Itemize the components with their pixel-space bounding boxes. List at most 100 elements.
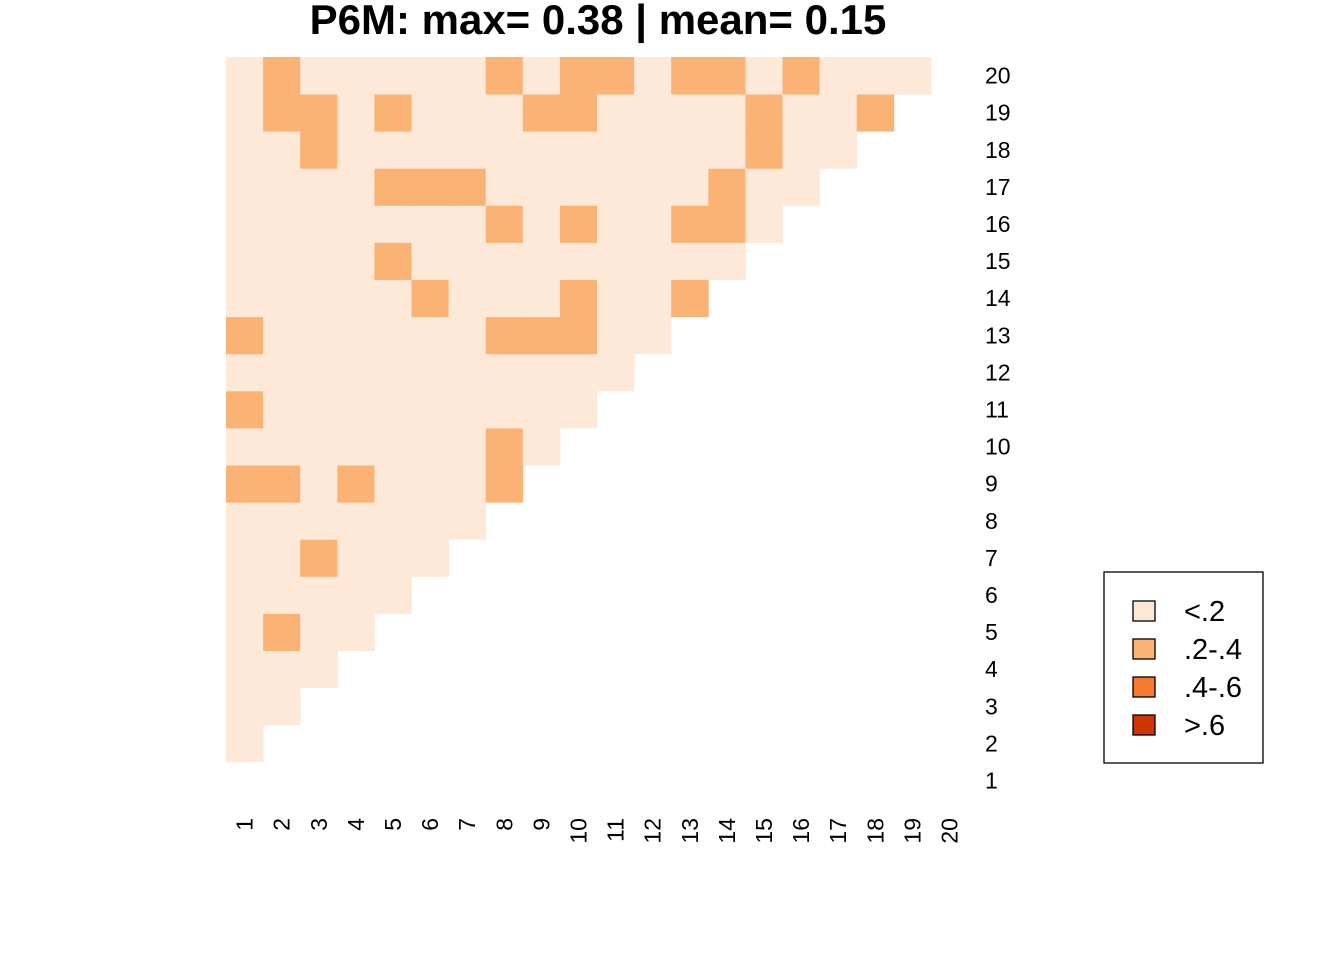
heatmap-cell-8-9 bbox=[485, 465, 524, 503]
heatmap-cell-1-20 bbox=[226, 57, 264, 95]
heatmap-cell-4-11 bbox=[337, 390, 375, 429]
heatmap-cell-1-10 bbox=[226, 428, 264, 466]
heatmap-cell-3-11 bbox=[300, 390, 338, 429]
heatmap-cell-2-9 bbox=[263, 465, 301, 503]
heatmap-cell-10-12 bbox=[559, 353, 598, 392]
heatmap-cell-1-17 bbox=[226, 168, 264, 206]
heatmap-cell-1-11 bbox=[226, 390, 264, 429]
x-tick-label: 8 bbox=[491, 818, 517, 831]
heatmap-cell-10-11 bbox=[559, 390, 598, 429]
heatmap-cell-10-16 bbox=[559, 205, 598, 243]
y-tick-label: 14 bbox=[985, 285, 1011, 311]
heatmap-cell-4-9 bbox=[337, 465, 375, 503]
heatmap-cell-10-14 bbox=[559, 279, 598, 318]
heatmap-cell-9-19 bbox=[522, 94, 561, 132]
y-tick-label: 3 bbox=[985, 693, 998, 719]
heatmap-cell-7-17 bbox=[448, 168, 487, 206]
heatmap-cell-11-15 bbox=[597, 242, 635, 280]
heatmap-cells bbox=[226, 57, 932, 763]
heatmap-cell-2-7 bbox=[263, 539, 301, 577]
heatmap-cell-6-20 bbox=[411, 57, 449, 95]
heatmap-cell-15-20 bbox=[745, 57, 783, 95]
heatmap-cell-8-13 bbox=[485, 316, 524, 355]
heatmap-cell-5-9 bbox=[374, 465, 412, 503]
heatmap-cell-1-14 bbox=[226, 279, 264, 318]
heatmap-cell-3-15 bbox=[300, 242, 338, 280]
heatmap-cell-5-15 bbox=[374, 242, 412, 280]
x-tick-label: 10 bbox=[565, 818, 591, 844]
heatmap-cell-12-20 bbox=[634, 57, 672, 95]
y-tick-label: 1 bbox=[985, 767, 998, 793]
y-tick-label: 17 bbox=[985, 174, 1011, 200]
heatmap-cell-8-11 bbox=[485, 390, 524, 429]
heatmap-cell-10-19 bbox=[559, 94, 598, 132]
heatmap-cell-4-15 bbox=[337, 242, 375, 280]
heatmap-cell-3-8 bbox=[300, 502, 338, 540]
heatmap-cell-11-19 bbox=[597, 94, 635, 132]
x-tick-label: 9 bbox=[528, 818, 554, 831]
y-tick-label: 10 bbox=[985, 434, 1011, 460]
heatmap-cell-2-19 bbox=[263, 94, 301, 132]
heatmap-cell-5-7 bbox=[374, 539, 412, 577]
heatmap-cell-4-18 bbox=[337, 131, 375, 169]
y-tick-label: 18 bbox=[985, 137, 1011, 163]
heatmap-cell-1-12 bbox=[226, 353, 264, 392]
heatmap-cell-6-14 bbox=[411, 279, 449, 318]
heatmap-cell-1-8 bbox=[226, 502, 264, 540]
heatmap-cell-1-5 bbox=[226, 613, 264, 651]
heatmap-cell-3-5 bbox=[300, 613, 338, 651]
heatmap-cell-9-11 bbox=[522, 390, 561, 429]
heatmap-cell-2-12 bbox=[263, 353, 301, 392]
heatmap-cell-17-19 bbox=[819, 94, 858, 132]
heatmap-cell-8-15 bbox=[485, 242, 524, 280]
heatmap-cell-3-10 bbox=[300, 428, 338, 466]
heatmap-cell-2-3 bbox=[263, 687, 301, 726]
heatmap-cell-7-20 bbox=[448, 57, 487, 95]
heatmap-cell-2-8 bbox=[263, 502, 301, 540]
heatmap-cell-3-20 bbox=[300, 57, 338, 95]
heatmap-cell-5-14 bbox=[374, 279, 412, 318]
heatmap-cell-19-20 bbox=[893, 57, 932, 95]
heatmap-cell-9-12 bbox=[522, 353, 561, 392]
heatmap-cell-12-15 bbox=[634, 242, 672, 280]
heatmap-cell-3-19 bbox=[300, 94, 338, 132]
heatmap-cell-3-13 bbox=[300, 316, 338, 355]
heatmap-cell-4-13 bbox=[337, 316, 375, 355]
y-tick-label: 15 bbox=[985, 248, 1011, 274]
heatmap-cell-16-20 bbox=[782, 57, 820, 95]
heatmap-cell-11-12 bbox=[597, 353, 635, 392]
heatmap-cell-4-10 bbox=[337, 428, 375, 466]
heatmap-cell-14-20 bbox=[708, 57, 746, 95]
heatmap-cell-11-14 bbox=[597, 279, 635, 318]
x-tick-label: 15 bbox=[751, 818, 777, 844]
heatmap-cell-8-18 bbox=[485, 131, 524, 169]
legend-swatch bbox=[1132, 676, 1156, 698]
heatmap-cell-4-17 bbox=[337, 168, 375, 206]
heatmap-cell-3-4 bbox=[300, 650, 338, 689]
legend-label: .4-.6 bbox=[1184, 672, 1242, 704]
heatmap-cell-1-18 bbox=[226, 131, 264, 169]
heatmap-cell-1-2 bbox=[226, 724, 264, 763]
heatmap-cell-5-20 bbox=[374, 57, 412, 95]
heatmap-cell-12-17 bbox=[634, 168, 672, 206]
heatmap-cell-9-20 bbox=[522, 57, 561, 95]
heatmap-cell-2-14 bbox=[263, 279, 301, 318]
heatmap-cell-16-19 bbox=[782, 94, 820, 132]
heatmap-cell-2-5 bbox=[263, 613, 301, 651]
heatmap-cell-3-7 bbox=[300, 539, 338, 577]
heatmap-cell-6-19 bbox=[411, 94, 449, 132]
y-tick-label: 11 bbox=[985, 396, 1009, 422]
heatmap-cell-7-9 bbox=[448, 465, 487, 503]
heatmap-cell-9-18 bbox=[522, 131, 561, 169]
heatmap-cell-3-16 bbox=[300, 205, 338, 243]
legend-box bbox=[1103, 571, 1264, 764]
heatmap-cell-3-14 bbox=[300, 279, 338, 318]
heatmap-cell-13-14 bbox=[671, 279, 709, 318]
heatmap-cell-14-17 bbox=[708, 168, 746, 206]
heatmap-cell-8-12 bbox=[485, 353, 524, 392]
x-tick-label: 14 bbox=[714, 818, 740, 844]
heatmap-cell-4-19 bbox=[337, 94, 375, 132]
heatmap-cell-7-14 bbox=[448, 279, 487, 318]
heatmap-cell-5-17 bbox=[374, 168, 412, 206]
heatmap-cell-12-18 bbox=[634, 131, 672, 169]
